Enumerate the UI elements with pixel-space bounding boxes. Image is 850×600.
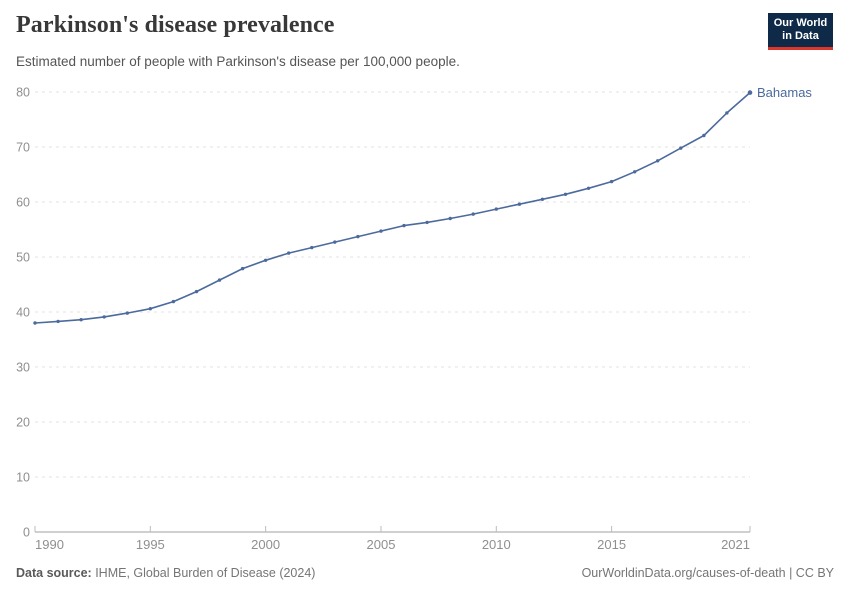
owid-logo[interactable]: Our World in Data: [768, 13, 833, 50]
data-point[interactable]: [448, 216, 452, 221]
x-axis-label: 2000: [251, 537, 280, 552]
data-point[interactable]: [379, 229, 383, 233]
y-axis-label: 80: [16, 86, 30, 100]
x-axis-label: 2021: [721, 537, 750, 552]
footer-link[interactable]: OurWorldinData.org/causes-of-death | CC …: [581, 566, 834, 580]
data-point[interactable]: [171, 299, 176, 304]
y-axis-label: 10: [16, 471, 30, 485]
data-point[interactable]: [494, 207, 498, 211]
data-point[interactable]: [563, 192, 568, 196]
y-axis-label: 40: [16, 306, 30, 320]
x-axis-label: 1990: [35, 537, 64, 552]
y-axis-label: 0: [23, 526, 30, 540]
data-point[interactable]: [310, 245, 314, 250]
data-point[interactable]: [471, 212, 475, 216]
data-point[interactable]: [102, 315, 106, 319]
data-point[interactable]: [656, 159, 660, 163]
data-point[interactable]: [217, 278, 222, 282]
data-point[interactable]: [702, 133, 706, 138]
x-axis-label: 2005: [367, 537, 396, 552]
data-point[interactable]: [194, 289, 199, 294]
x-axis-label: 1995: [136, 537, 165, 552]
data-point[interactable]: [287, 251, 291, 255]
data-point[interactable]: [517, 202, 522, 206]
data-point[interactable]: [725, 111, 729, 115]
data-point[interactable]: [747, 90, 753, 95]
y-axis-label: 30: [16, 361, 30, 375]
data-point[interactable]: [425, 220, 429, 225]
page-title: Parkinson's disease prevalence: [16, 12, 335, 38]
data-point[interactable]: [263, 258, 268, 262]
y-axis-label: 50: [16, 251, 30, 265]
y-axis-label: 60: [16, 196, 30, 210]
data-point[interactable]: [33, 321, 37, 325]
data-point[interactable]: [679, 146, 683, 150]
y-axis-label: 70: [16, 141, 30, 155]
data-source-text: IHME, Global Burden of Disease (2024): [91, 566, 316, 580]
data-source: Data source: IHME, Global Burden of Dise…: [16, 566, 315, 580]
series-line-bahamas[interactable]: [34, 91, 751, 324]
data-source-label: Data source:: [16, 566, 92, 580]
chart-subtitle: Estimated number of people with Parkinso…: [16, 54, 460, 69]
data-point[interactable]: [125, 311, 129, 315]
data-point[interactable]: [79, 318, 83, 322]
owid-logo-line1: Our World: [773, 17, 828, 29]
data-point[interactable]: [333, 240, 337, 244]
data-point[interactable]: [633, 170, 637, 174]
data-point[interactable]: [540, 197, 545, 201]
x-axis-label: 2015: [597, 537, 626, 552]
x-axis-label: 2010: [482, 537, 511, 552]
data-point[interactable]: [402, 223, 406, 228]
data-point[interactable]: [356, 234, 360, 239]
data-point[interactable]: [240, 266, 245, 271]
data-point[interactable]: [148, 307, 152, 311]
series-label-bahamas[interactable]: Bahamas: [757, 85, 812, 100]
data-point[interactable]: [609, 179, 614, 184]
data-point[interactable]: [56, 319, 60, 324]
y-axis-label: 20: [16, 416, 30, 430]
owid-logo-line2: in Data: [782, 30, 819, 42]
data-point[interactable]: [586, 186, 591, 190]
